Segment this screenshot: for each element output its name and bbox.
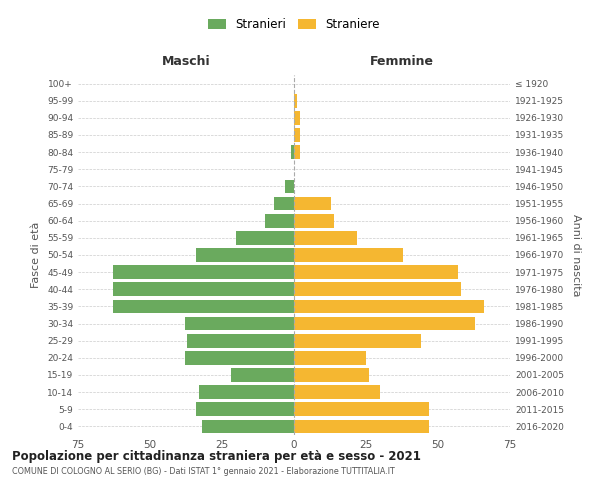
Bar (294, 128, 300, 142)
Bar (294, 196, 331, 210)
Bar (294, 282, 461, 296)
Bar (113, 266, 294, 279)
Bar (291, 146, 294, 159)
Bar (294, 214, 334, 228)
Bar (265, 214, 294, 228)
Bar (196, 248, 294, 262)
Bar (294, 146, 300, 159)
Bar (199, 386, 294, 399)
Bar (185, 351, 294, 364)
Bar (294, 402, 430, 416)
Y-axis label: Anni di nascita: Anni di nascita (571, 214, 581, 296)
Bar (274, 196, 294, 210)
Bar (294, 231, 358, 244)
Bar (294, 334, 421, 347)
Bar (196, 402, 294, 416)
Bar (236, 231, 294, 244)
Text: Femmine: Femmine (370, 55, 434, 68)
Bar (294, 248, 403, 262)
Bar (294, 266, 458, 279)
Text: COMUNE DI COLOGNO AL SERIO (BG) - Dati ISTAT 1° gennaio 2021 - Elaborazione TUTT: COMUNE DI COLOGNO AL SERIO (BG) - Dati I… (12, 468, 395, 476)
Bar (294, 420, 430, 434)
Bar (202, 420, 294, 434)
Bar (113, 300, 294, 314)
Bar (294, 94, 297, 108)
Bar (294, 316, 475, 330)
Bar (187, 334, 294, 347)
Bar (230, 368, 294, 382)
Bar (294, 300, 484, 314)
Y-axis label: Fasce di età: Fasce di età (31, 222, 41, 288)
Bar (294, 368, 369, 382)
Legend: Stranieri, Straniere: Stranieri, Straniere (203, 14, 385, 36)
Bar (185, 316, 294, 330)
Bar (294, 111, 300, 124)
Text: Maschi: Maschi (161, 55, 211, 68)
Bar (286, 180, 294, 194)
Bar (113, 282, 294, 296)
Bar (294, 351, 366, 364)
Text: Popolazione per cittadinanza straniera per età e sesso - 2021: Popolazione per cittadinanza straniera p… (12, 450, 421, 463)
Bar (294, 386, 380, 399)
